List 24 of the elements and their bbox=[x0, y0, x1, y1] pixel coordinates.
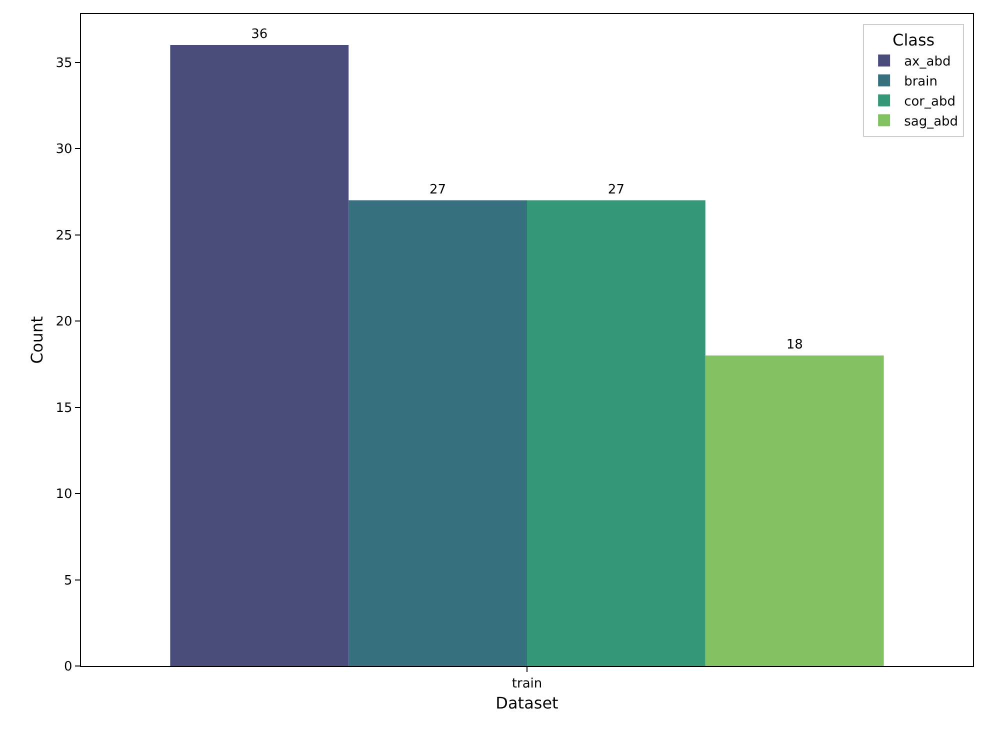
y-axis-title: Count bbox=[28, 316, 47, 364]
y-tick-label: 15 bbox=[56, 400, 72, 416]
legend-label: cor_abd bbox=[904, 94, 956, 110]
y-tick-label: 35 bbox=[56, 56, 72, 71]
x-axis-title: Dataset bbox=[496, 693, 558, 712]
y-tick-label: 20 bbox=[56, 314, 72, 330]
legend-title: Class bbox=[892, 30, 935, 50]
data-label: 36 bbox=[251, 27, 268, 42]
y-tick-label: 0 bbox=[64, 660, 72, 675]
legend-label: sag_abd bbox=[904, 114, 958, 130]
legend-label: brain bbox=[904, 74, 938, 90]
bar bbox=[527, 200, 706, 666]
bar bbox=[170, 45, 349, 666]
data-label: 18 bbox=[786, 338, 803, 353]
data-label: 27 bbox=[430, 182, 446, 198]
y-tick-label: 25 bbox=[56, 228, 72, 244]
y-tick-label: 5 bbox=[64, 573, 72, 588]
legend-label: ax_abd bbox=[904, 54, 951, 70]
y-tick-label: 10 bbox=[56, 487, 72, 502]
data-label: 27 bbox=[608, 182, 624, 198]
y-tick-label: 30 bbox=[56, 142, 72, 158]
x-tick-label: train bbox=[512, 676, 542, 692]
bar bbox=[705, 356, 884, 666]
bar bbox=[348, 200, 527, 666]
